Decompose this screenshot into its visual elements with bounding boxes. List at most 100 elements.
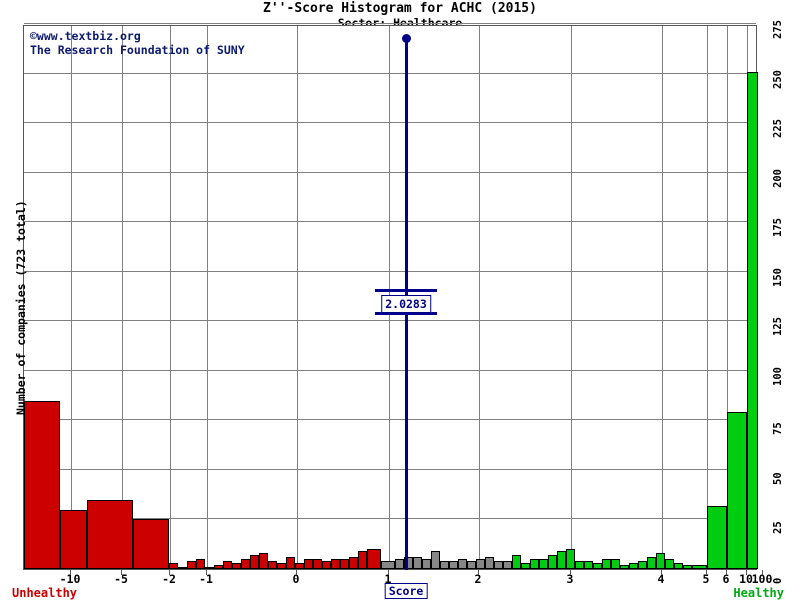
- x-axis-tick-mark: [762, 570, 763, 575]
- gridline-vertical: [479, 26, 480, 569]
- histogram-bar: [205, 567, 214, 569]
- histogram-bar: [647, 557, 656, 569]
- gridline-horizontal: [24, 72, 756, 74]
- histogram-bar: [259, 553, 268, 569]
- x-axis-tick-label: 10: [739, 572, 753, 586]
- x-axis-tick-mark: [70, 570, 71, 575]
- histogram-bar: [656, 553, 665, 569]
- histogram-bar: [674, 563, 683, 569]
- histogram-bar: [521, 563, 530, 569]
- histogram-bar: [611, 559, 620, 569]
- histogram-bar: [358, 551, 367, 569]
- histogram-bar: [485, 557, 494, 569]
- y-axis-tick-label: 225: [772, 119, 784, 139]
- gridline-horizontal: [24, 518, 756, 520]
- histogram-bar: [530, 559, 539, 569]
- histogram-bar: [539, 559, 548, 569]
- gridline-vertical: [207, 26, 208, 569]
- y-axis-tick-label: 200: [772, 168, 784, 188]
- marker-dot: [402, 34, 411, 43]
- unhealthy-label: Unhealthy: [12, 586, 78, 600]
- histogram-bar: [458, 559, 467, 569]
- histogram-bar: [431, 551, 440, 569]
- x-axis-tick-label: 1: [384, 572, 392, 586]
- histogram-bar: [404, 557, 413, 569]
- histogram-bar: [548, 555, 557, 569]
- histogram-bar: [349, 557, 358, 569]
- histogram-bar: [295, 563, 304, 569]
- x-axis-tick-mark: [388, 570, 389, 575]
- gridline-horizontal: [24, 468, 756, 470]
- y-axis-tick-label: 25: [772, 521, 784, 535]
- x-axis-tick-label: -1: [199, 572, 213, 586]
- histogram-bar: [494, 561, 503, 569]
- gridline-horizontal: [24, 320, 756, 322]
- gridline-vertical: [707, 26, 708, 569]
- x-axis-tick-mark: [570, 570, 571, 575]
- x-axis-tick-label: 5: [702, 572, 710, 586]
- histogram-bar: [683, 565, 692, 569]
- histogram-bar: [331, 559, 340, 569]
- histogram-bar: [665, 559, 674, 569]
- histogram-bar: [512, 555, 521, 569]
- histogram-bar: [250, 555, 259, 569]
- histogram-bar: [381, 561, 395, 569]
- gridline-vertical: [170, 26, 171, 569]
- histogram-bar: [24, 400, 60, 569]
- y-axis-tick-label: 275: [772, 20, 784, 39]
- x-axis-tick-mark: [706, 570, 707, 575]
- histogram-bar: [313, 559, 322, 569]
- histogram-bar: [60, 509, 87, 569]
- credit-line-1: ©www.textbiz.org: [30, 29, 141, 43]
- x-axis-tick-mark: [726, 570, 727, 575]
- histogram-bar: [241, 559, 250, 569]
- histogram-bar: [449, 561, 458, 569]
- x-axis-tick-label: -2: [162, 572, 176, 586]
- y-axis-tick-label: 250: [772, 69, 784, 89]
- x-axis-tick-mark: [296, 570, 297, 575]
- histogram-bar: [440, 561, 449, 569]
- histogram-bar: [286, 557, 295, 569]
- histogram-bar: [87, 499, 133, 569]
- histogram-bar: [322, 561, 331, 569]
- gridline-horizontal: [24, 270, 756, 272]
- gridline-vertical: [662, 26, 663, 569]
- gridline-vertical: [571, 26, 572, 569]
- gridline-horizontal: [24, 122, 756, 124]
- x-axis-tick-label: 0: [292, 572, 300, 586]
- histogram-bar: [340, 559, 349, 569]
- copyright-credit: ©www.textbiz.org The Research Foundation…: [30, 29, 245, 57]
- gridline-vertical: [297, 26, 298, 569]
- histogram-bar: [196, 559, 205, 569]
- y-axis-tick-label: 150: [772, 267, 784, 287]
- y-axis-tick-label: 0: [772, 577, 784, 584]
- histogram-bar: [223, 561, 232, 569]
- histogram-bars: [24, 26, 758, 569]
- y-axis-tick-label: 175: [772, 218, 784, 238]
- x-axis-tick-mark: [478, 570, 479, 575]
- x-axis-tick-label: -10: [59, 572, 81, 586]
- histogram-bar: [629, 563, 638, 569]
- y-axis-label: Number of companies (723 total): [14, 200, 28, 415]
- histogram-bar: [178, 567, 187, 569]
- histogram-bar: [232, 563, 241, 569]
- histogram-bar: [476, 559, 485, 569]
- histogram-bar: [727, 412, 747, 569]
- histogram-bar: [707, 505, 727, 569]
- x-axis-tick-label: 100: [751, 572, 773, 586]
- histogram-bar: [187, 561, 196, 569]
- x-axis-tick-mark: [746, 570, 747, 575]
- y-axis-tick-label: 50: [772, 472, 784, 485]
- marker-cap-top: [375, 289, 437, 292]
- x-axis-tick-mark: [169, 570, 170, 575]
- gridline-horizontal: [24, 171, 756, 173]
- x-axis-tick-label: 6: [722, 572, 730, 586]
- healthy-label: Healthy: [733, 586, 784, 600]
- histogram-bar: [395, 559, 404, 569]
- page-title: Z''-Score Histogram for ACHC (2015): [263, 1, 537, 16]
- x-axis-tick-label: -5: [114, 572, 128, 586]
- histogram-bar: [268, 561, 277, 569]
- x-axis-tick-mark: [206, 570, 207, 575]
- x-axis-label: Score: [384, 583, 428, 599]
- histogram-bar: [566, 549, 575, 569]
